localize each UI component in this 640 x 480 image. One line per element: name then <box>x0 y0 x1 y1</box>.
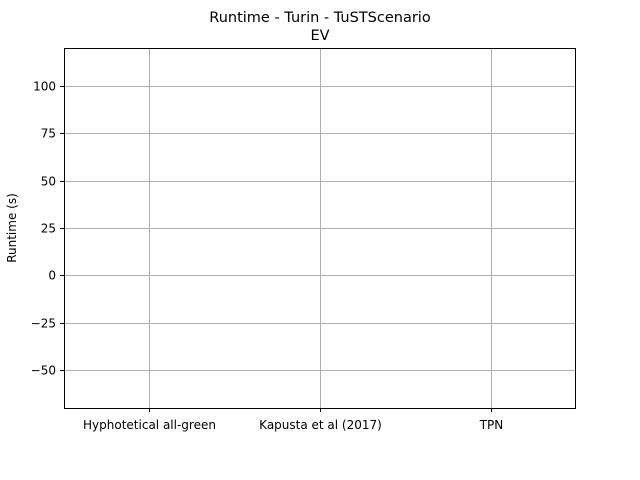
y-axis-label: Runtime (s) <box>5 193 19 263</box>
y-axis-ticks: −50 −25 0 25 50 75 100 <box>31 80 64 378</box>
chart-subtitle: EV <box>310 28 329 44</box>
x-axis-ticks: Hyphotetical all-green Kapusta et al (201… <box>83 408 503 432</box>
chart-title: Runtime - Turin - TuSTScenario <box>209 10 431 26</box>
x-tick-label: Kapusta et al (2017) <box>259 418 382 432</box>
x-tick-label: Hyphotetical all-green <box>83 418 216 432</box>
y-tick-label: 75 <box>41 127 56 141</box>
y-tick-label: −25 <box>31 317 56 331</box>
y-tick-label: 100 <box>33 80 56 94</box>
y-tick-label: −50 <box>31 364 56 378</box>
x-tick-label: TPN <box>479 418 504 432</box>
y-tick-label: 50 <box>41 175 56 189</box>
grid-lines <box>64 48 576 408</box>
y-tick-label: 0 <box>48 269 56 283</box>
y-tick-label: 25 <box>41 222 56 236</box>
